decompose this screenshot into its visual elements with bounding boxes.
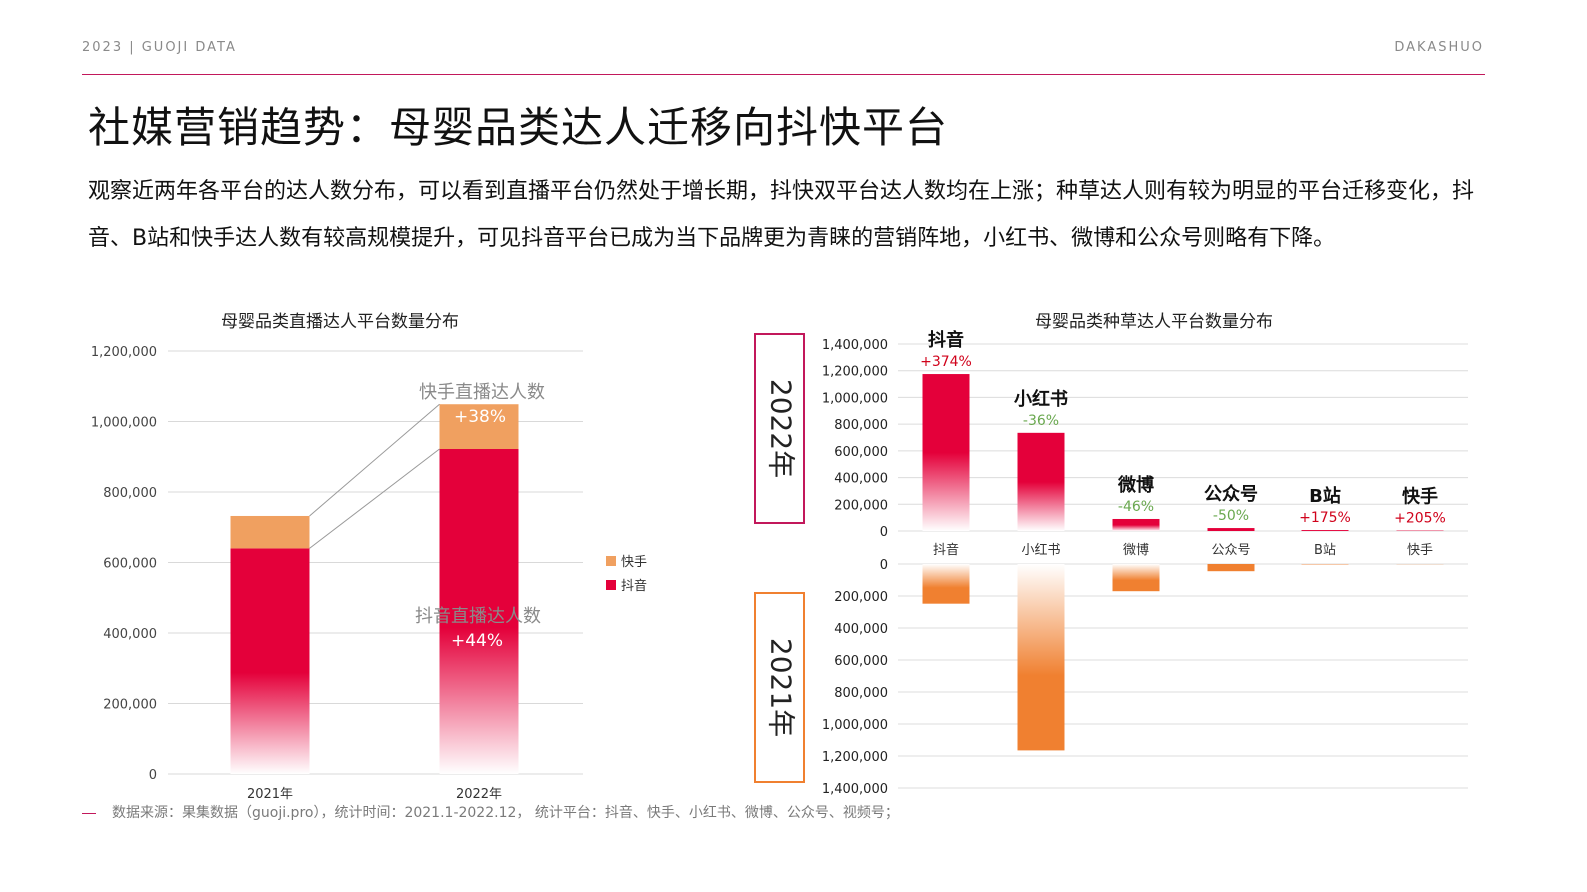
x-tick-label: 抖音 [933,542,959,558]
annotation-change: +44% [451,631,503,651]
y-tick-label: 600,000 [834,654,888,669]
bar-2021 [1017,564,1065,751]
bar-platform-label: 小红书 [1014,388,1068,410]
bar-platform-label: 微博 [1117,474,1154,496]
bar-2021 [1207,564,1255,572]
x-tick-label: 微博 [1123,543,1149,558]
annotation-label: 抖音直播达人数 [415,606,541,627]
bar-change-label: -50% [1213,508,1249,524]
bar-platform-label: 快手 [1402,486,1438,508]
y-tick-label: 600,000 [103,557,157,572]
year-box-2021 [754,592,805,783]
annotation-change: +38% [454,407,506,427]
bar-2022 [1207,528,1255,531]
y-tick-label: 1,200,000 [822,365,888,380]
bar-2022 [1017,432,1065,531]
chart-title: 母婴品类直播达人平台数量分布 [221,312,459,332]
y-tick-label: 400,000 [103,627,157,642]
bar-douyin [230,548,310,774]
bar-douyin [439,448,519,774]
bar-2022 [1112,518,1160,531]
bar-kuaishou [230,515,310,549]
bar-change-label: +175% [1299,510,1351,526]
x-tick-label: 快手 [1407,543,1433,558]
bar-platform-label: B站 [1309,485,1341,507]
y-tick-label: 800,000 [834,418,888,433]
y-tick-label: 0 [880,558,888,573]
y-tick-label: 400,000 [834,472,888,487]
bar-kuaishou [439,404,519,449]
legend-label: 抖音 [621,578,647,594]
x-tick-label: 公众号 [1211,543,1250,558]
y-tick-label: 600,000 [834,445,888,460]
footer-dash [82,812,96,814]
bar-change-label: +205% [1394,511,1446,527]
legend-label: 快手 [621,555,647,570]
bar-change-label: +374% [920,354,972,370]
seeding-streamer-chart: 母婴品类种草达人平台数量分布 2022年 2021年 0 200,000 400,000 6… [754,312,1468,797]
bar-change-label: -46% [1118,499,1154,515]
bar-2022 [922,374,970,531]
x-tick-label: B站 [1314,543,1336,558]
connector-line [309,448,440,549]
y-tick-label: 1,000,000 [91,416,157,431]
y-tick-label: 200,000 [834,590,888,605]
description-paragraph: 观察近两年各平台的达人数分布，可以看到直播平台仍然处于增长期，抖快双平台达人数均… [88,179,1475,251]
footer-source: 数据来源：果集数据（guoji.pro），统计时间：2021.1-2022.12… [82,802,899,822]
y-tick-label: 1,200,000 [822,750,888,765]
bar-platform-label: 抖音 [928,329,964,351]
year-label-2021: 2021年 [765,638,798,737]
x-tick-label: 2021年 [247,787,293,802]
x-tick-label: 小红书 [1021,542,1060,558]
y-tick-label: 1,000,000 [822,391,888,406]
x-tick-label: 2022年 [456,787,502,802]
page-title: 社媒营销趋势：母婴品类达人迁移向抖快平台 [88,103,949,152]
legend-swatch [606,580,616,590]
annotation-label: 快手直播达人数 [419,382,545,403]
y-tick-label: 200,000 [834,498,888,513]
y-tick-label: 800,000 [834,686,888,701]
header-divider [82,74,1485,75]
bar-change-label: -36% [1023,413,1059,429]
header-left: 2023 | GUOJI DATA [82,40,237,55]
bar-2021 [922,564,970,604]
y-tick-label: 1,400,000 [822,338,888,353]
connector-line [309,403,440,517]
bar-2021 [1112,564,1160,592]
y-tick-label: 1,000,000 [822,718,888,733]
footer-text: 数据来源：果集数据（guoji.pro），统计时间：2021.1-2022.12… [112,805,899,821]
live-streamer-chart: 母婴品类直播达人平台数量分布 0 200,000 400,000 600,000 800,… [91,312,647,802]
y-tick-label: 400,000 [834,622,888,637]
year-label-2022: 2022年 [765,379,798,478]
bar-2022 [1301,530,1349,531]
chart-title: 母婴品类种草达人平台数量分布 [1035,312,1273,332]
year-box-2022 [754,333,805,524]
y-tick-label: 1,200,000 [91,345,157,360]
header-right: DAKASHUO [1394,40,1484,55]
y-tick-label: 0 [149,768,157,783]
y-tick-label: 800,000 [103,486,157,501]
y-tick-label: 200,000 [103,698,157,713]
bar-platform-label: 公众号 [1204,483,1258,505]
legend-swatch [606,556,616,566]
y-tick-label: 1,400,000 [822,782,888,797]
y-tick-label: 0 [880,525,888,540]
